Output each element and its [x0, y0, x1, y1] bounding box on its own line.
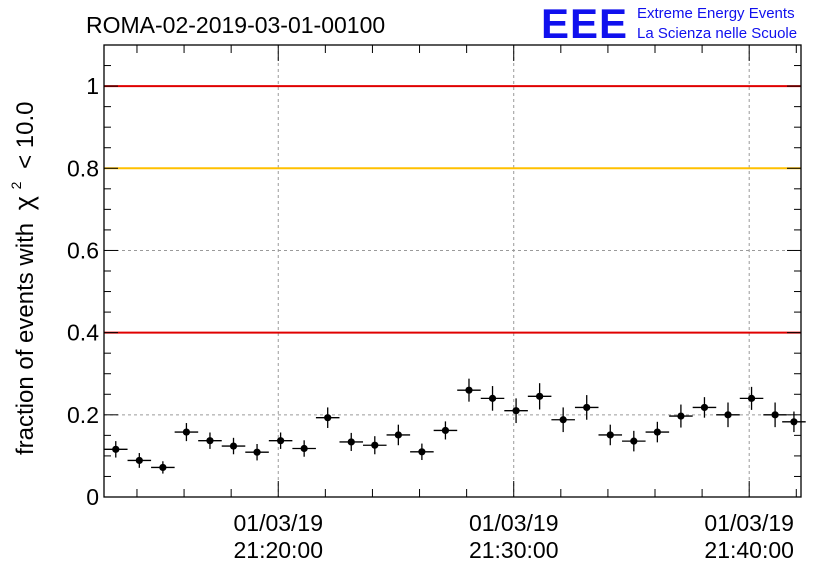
data-point: [386, 424, 411, 446]
point-marker: [229, 442, 238, 450]
point-marker: [371, 441, 379, 449]
point-marker: [559, 416, 567, 424]
data-point: [433, 421, 458, 440]
data-point: [622, 430, 646, 452]
y-tick-labels: 0 0.2 0.4 0.6 0.8 1: [67, 73, 99, 510]
x-tick-label-time: 21:40:00: [704, 537, 794, 563]
data-point: [339, 432, 364, 451]
data-point: [315, 407, 340, 428]
data-point: [480, 386, 505, 411]
point-marker: [206, 437, 214, 445]
data-point: [457, 378, 481, 402]
point-marker: [441, 426, 450, 435]
y-tick-label: 0.2: [67, 402, 99, 428]
point-marker: [159, 463, 167, 472]
y-axis-label: fraction of events with χ 2 < 10.0: [0, 101, 39, 455]
point-marker: [790, 418, 798, 426]
y-tick-label: 0.4: [67, 320, 99, 346]
data-point: [245, 443, 269, 461]
plot-frame: [103, 44, 802, 498]
data-point: [669, 404, 693, 428]
data-points: [104, 378, 806, 474]
chart-title: ROMA-02-2019-03-01-00100: [86, 12, 385, 38]
x-tick-label-date: 01/03/19: [704, 510, 794, 536]
point-marker: [324, 414, 332, 422]
point-marker: [300, 444, 308, 453]
data-point: [645, 421, 670, 443]
grid: [104, 45, 801, 497]
x-tick-label-date: 01/03/19: [469, 510, 559, 536]
data-point: [198, 432, 222, 449]
point-marker: [347, 438, 355, 446]
data-point: [782, 411, 806, 433]
eee-logo-line2: La Scienza nelle Scuole: [637, 25, 797, 42]
eee-logo-line1: Extreme Energy Events: [637, 5, 795, 22]
point-marker: [677, 412, 685, 420]
point-marker: [747, 394, 756, 402]
data-point: [104, 441, 128, 458]
y-tick-label: 0: [86, 484, 99, 510]
data-point: [551, 407, 575, 433]
x-tick-labels: 01/03/1921:20:0001/03/1921:30:0001/03/19…: [233, 510, 793, 563]
data-point: [739, 386, 764, 410]
x-tick-label-time: 21:30:00: [469, 537, 559, 563]
data-point: [527, 383, 552, 410]
point-marker: [394, 431, 402, 439]
reference-lines: [104, 85, 801, 334]
y-tick-label: 0.8: [67, 155, 99, 181]
data-point: [127, 453, 152, 468]
data-point: [574, 395, 599, 420]
point-marker: [724, 411, 732, 419]
point-marker: [606, 431, 614, 439]
point-marker: [653, 428, 661, 436]
data-point: [221, 437, 246, 455]
point-marker: [583, 403, 591, 412]
data-point: [598, 424, 623, 446]
y-axis-label-symbol: χ: [9, 196, 39, 210]
point-marker: [512, 407, 520, 415]
point-marker: [488, 394, 497, 402]
x-tick-label-time: 21:20:00: [233, 537, 323, 563]
data-point: [763, 402, 787, 428]
point-marker: [135, 456, 143, 465]
point-marker: [465, 386, 473, 394]
point-marker: [771, 411, 779, 419]
point-marker: [630, 437, 638, 445]
data-point: [410, 443, 434, 461]
data-point: [716, 402, 740, 428]
point-marker: [536, 392, 544, 400]
data-point: [504, 398, 528, 424]
data-point: [363, 436, 387, 455]
y-axis-label-text: fraction of events with: [12, 223, 39, 455]
eee-logo: EEE Extreme Energy Events La Scienza nel…: [541, 0, 797, 47]
point-marker: [182, 428, 191, 436]
eee-logo-mark: EEE: [541, 0, 628, 47]
y-tick-label: 0.6: [67, 237, 99, 263]
data-point: [174, 423, 199, 442]
point-marker: [418, 448, 426, 456]
y-axis-label-exponent: 2: [8, 181, 24, 189]
axis-ticks: [104, 44, 801, 498]
data-point: [151, 461, 175, 474]
y-axis-label-suffix: < 10.0: [12, 101, 39, 168]
y-tick-label: 1: [86, 73, 99, 99]
data-point: [292, 440, 316, 457]
x-tick-label-date: 01/03/19: [233, 510, 323, 536]
point-marker: [253, 448, 261, 456]
point-marker: [112, 445, 120, 453]
data-point: [268, 432, 293, 449]
data-point: [692, 397, 717, 418]
point-marker: [277, 437, 285, 445]
point-marker: [700, 403, 709, 412]
